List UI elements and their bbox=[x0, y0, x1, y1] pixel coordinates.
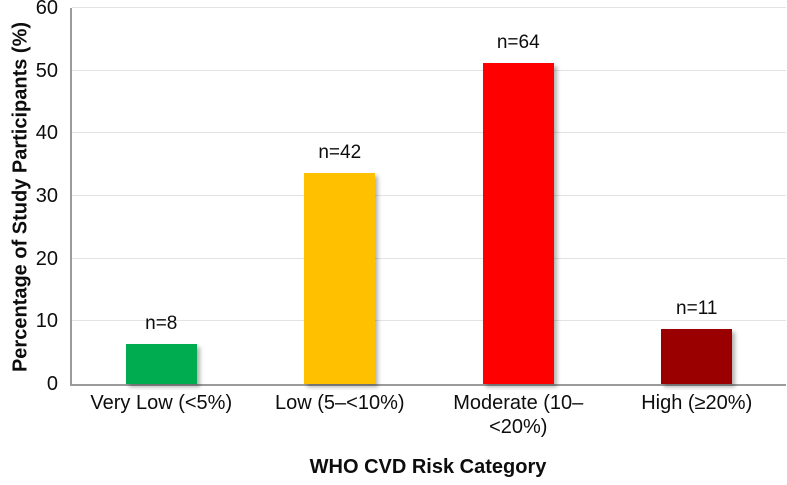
y-axis-tick-labels: 0 10 20 30 40 50 60 bbox=[0, 0, 58, 420]
gridline-30 bbox=[72, 195, 786, 196]
x-tick-label-line: Very Low (<5%) bbox=[90, 392, 233, 414]
x-tick-label: Very Low (<5%) bbox=[72, 391, 251, 415]
x-tick-label-line: Moderate (10– bbox=[453, 392, 584, 414]
y-tick-label-10: 10 bbox=[35, 310, 58, 333]
gridline-60 bbox=[72, 7, 786, 8]
x-tick-label: High (≥20%) bbox=[608, 391, 787, 415]
x-tick-label-line: High (≥20%) bbox=[641, 392, 753, 414]
bar bbox=[482, 63, 554, 384]
x-tick-label: Low (5–<10%) bbox=[251, 391, 430, 415]
y-tick-label-60: 60 bbox=[35, 0, 58, 19]
bar bbox=[304, 173, 376, 384]
y-tick-label-40: 40 bbox=[35, 122, 58, 145]
gridline-40 bbox=[72, 132, 786, 134]
y-tick-label-0: 0 bbox=[46, 373, 58, 395]
y-tick-label-50: 50 bbox=[35, 59, 58, 82]
x-tick-label-line: Low (5–<10%) bbox=[274, 392, 405, 414]
bar-group-3: n=64 bbox=[429, 8, 608, 384]
bar-group-4: n=11 bbox=[608, 8, 787, 384]
bar-group-2: n=42 bbox=[251, 8, 430, 384]
gridline-50 bbox=[72, 69, 786, 71]
y-tick-label-20: 20 bbox=[35, 247, 58, 270]
bar-count-label: n=11 bbox=[676, 297, 718, 319]
bar-count-label: n=42 bbox=[318, 142, 362, 164]
x-tick-label: Moderate (10– <20%) bbox=[429, 391, 608, 439]
bar-count-label: n=8 bbox=[145, 312, 178, 334]
plot-area: n=8 n=42 n=64 n=11 bbox=[70, 7, 787, 386]
bar-count-label: n=64 bbox=[496, 32, 540, 54]
y-tick-label-30: 30 bbox=[35, 185, 58, 207]
bar bbox=[125, 343, 197, 384]
x-axis-title: WHO CVD Risk Category bbox=[309, 456, 547, 478]
gridline-10 bbox=[72, 320, 786, 322]
bar-group-1: n=8 bbox=[72, 8, 251, 384]
gridline-20 bbox=[72, 257, 786, 259]
x-tick-label-line: <20%) bbox=[489, 416, 548, 438]
x-axis-category-labels: Very Low (<5%) Low (5–<10%) Moderate (10– <… bbox=[72, 391, 786, 449]
bar bbox=[661, 328, 733, 384]
